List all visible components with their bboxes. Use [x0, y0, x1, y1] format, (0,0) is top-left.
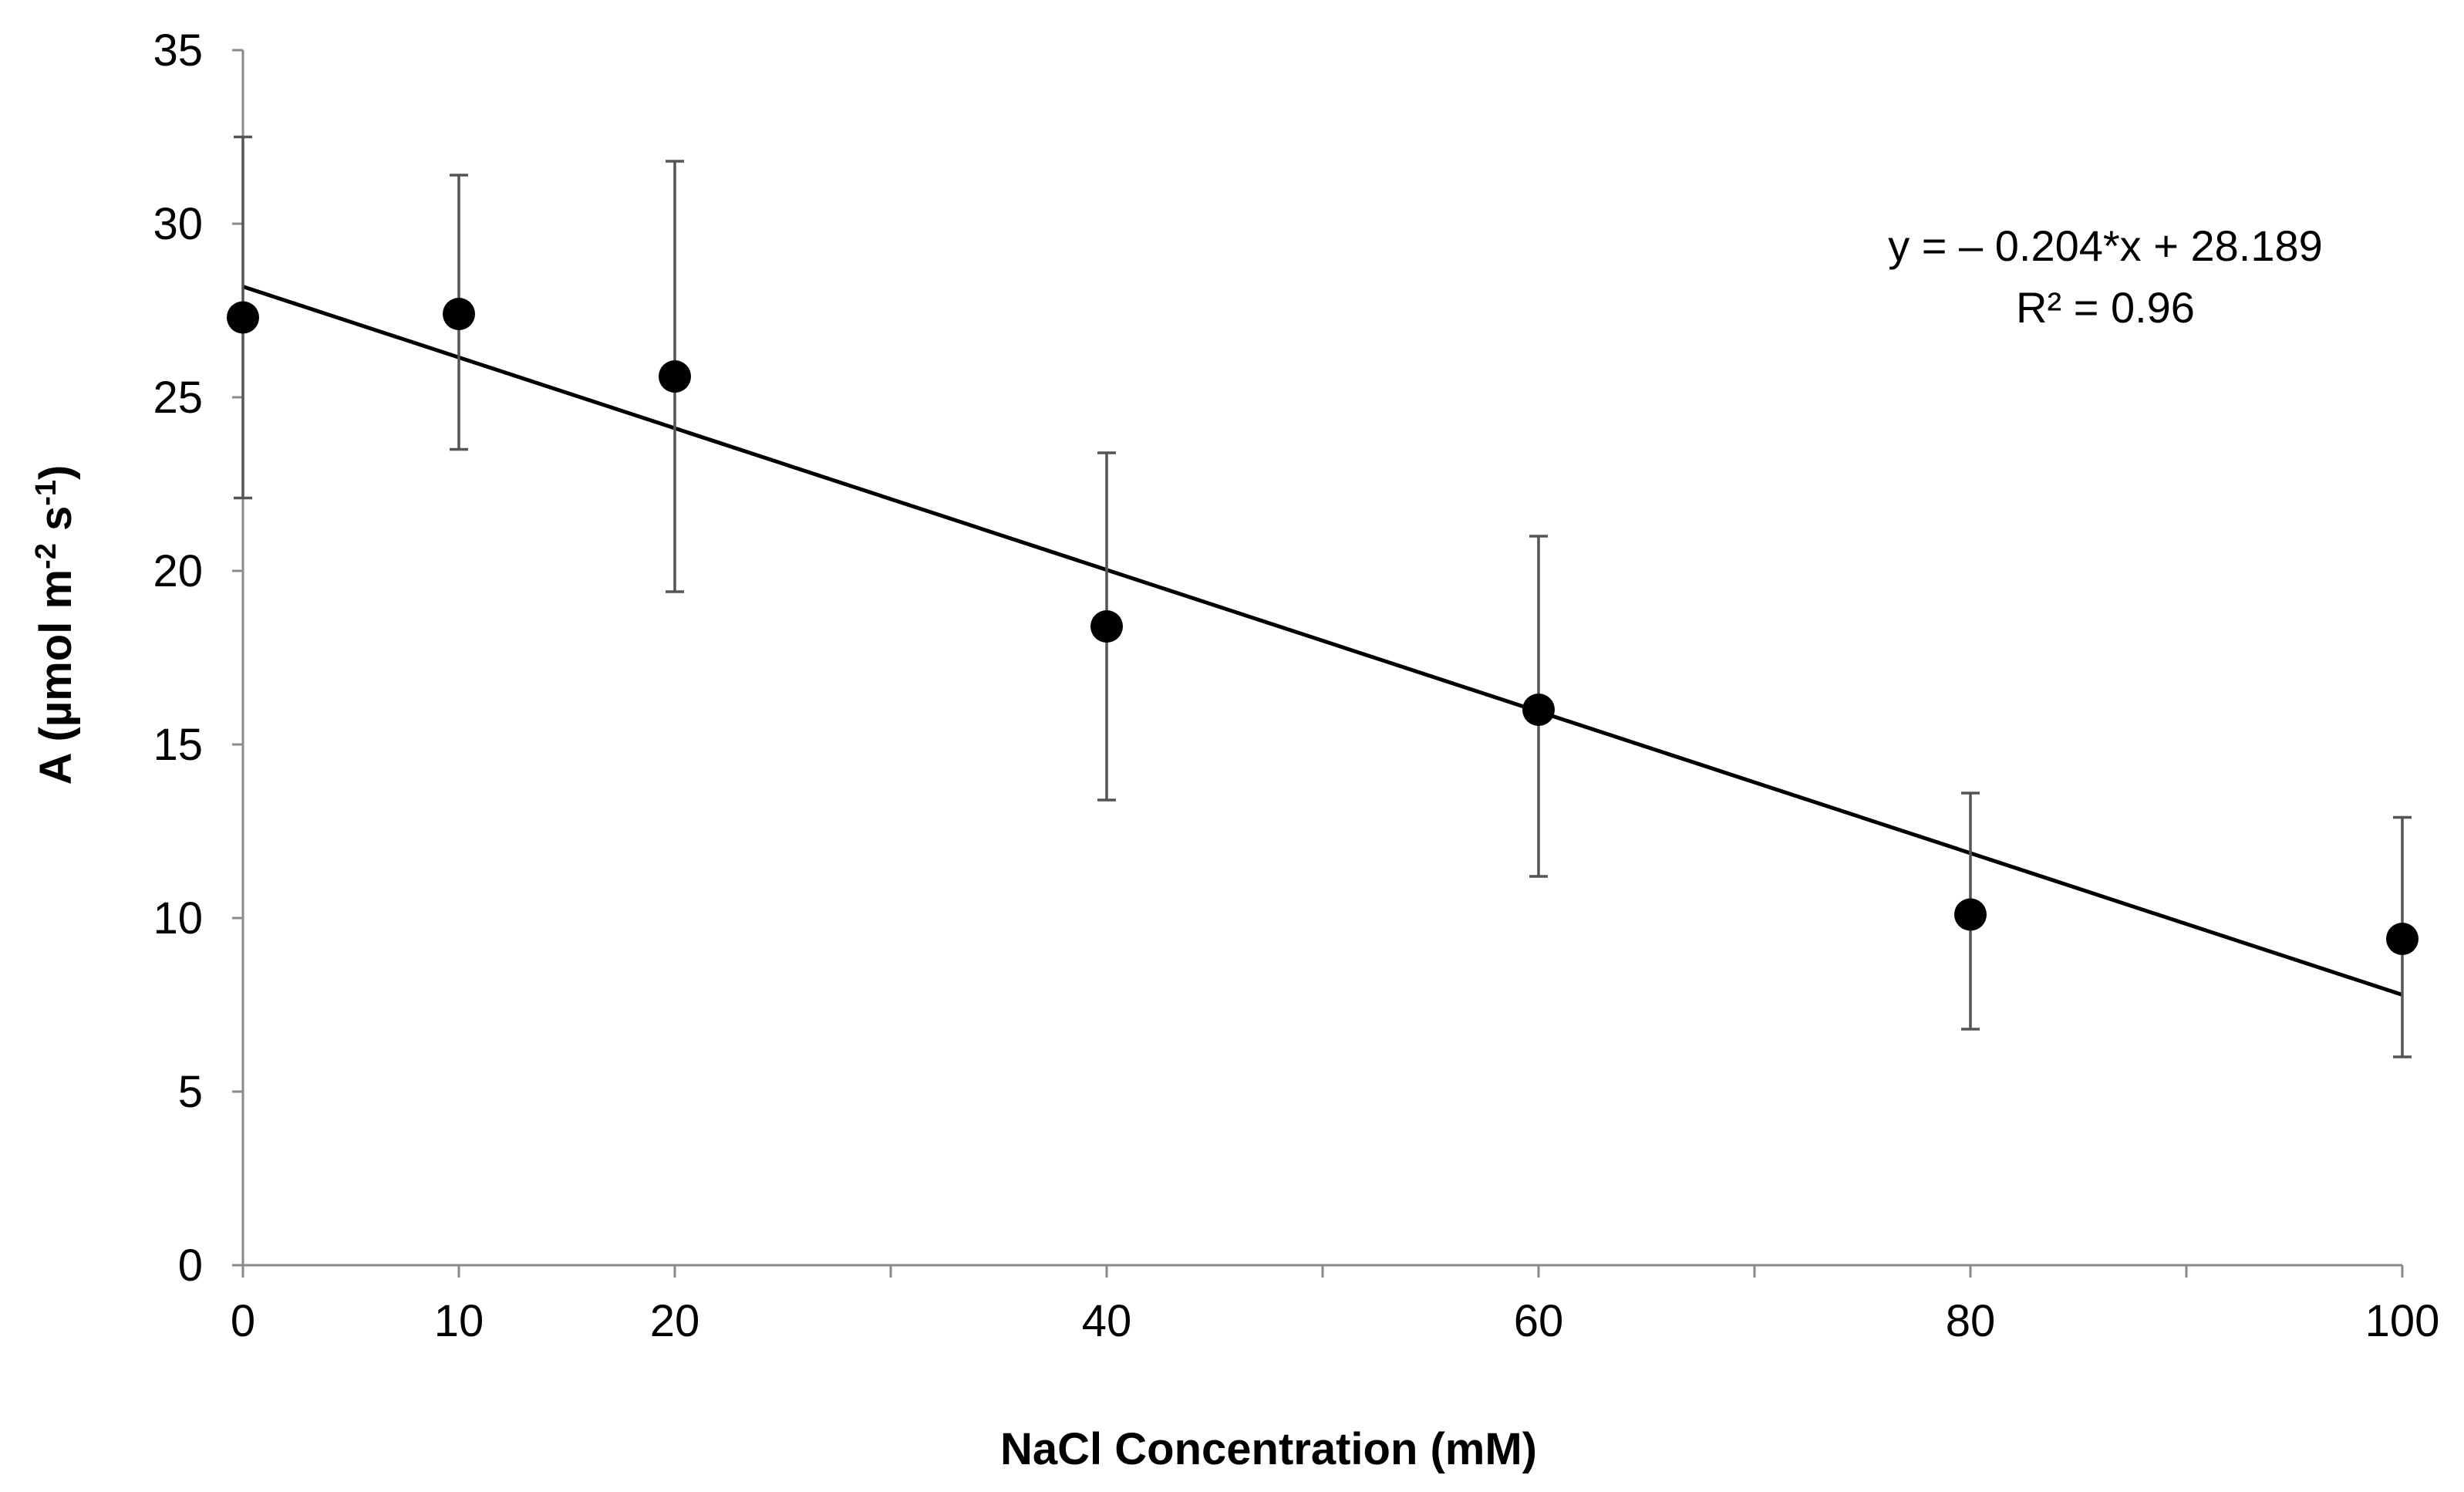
- r-squared-annotation: R² = 0.96: [2016, 283, 2195, 332]
- error-bars: [234, 135, 2412, 1058]
- x-axis-title: NaCl Concentration (mM): [1000, 1424, 1537, 1474]
- y-tick-label: 30: [153, 199, 203, 249]
- x-tick-label: 20: [650, 1296, 700, 1346]
- x-tick-label: 0: [231, 1296, 255, 1346]
- data-point: [2386, 923, 2418, 955]
- y-axis-title-mid: s: [31, 506, 81, 543]
- y-tick-label: 35: [153, 25, 203, 76]
- x-tick-label: 80: [1946, 1296, 1996, 1346]
- data-point: [659, 360, 691, 393]
- data-point: [1522, 694, 1555, 726]
- y-tick-label: 0: [178, 1241, 203, 1291]
- data-points: [227, 298, 2418, 955]
- y-tick-label: 25: [153, 373, 203, 423]
- data-point: [1090, 610, 1123, 643]
- y-axis-title-end: ): [31, 465, 81, 480]
- x-tick-label: 60: [1514, 1296, 1564, 1346]
- data-point: [443, 298, 475, 330]
- equation-annotation: y = – 0.204*x + 28.189: [1888, 221, 2323, 270]
- y-tick-label: 10: [153, 893, 203, 943]
- ticks: 0 5 10 15 20 25 30 35 0 10 20 40 60 80 100: [153, 25, 2439, 1346]
- x-tick-label: 100: [2365, 1296, 2440, 1346]
- y-axis-title-sup1: -2: [30, 543, 62, 569]
- y-tick-label: 20: [153, 546, 203, 596]
- y-axis-title: A (µmol m-2 s-1): [30, 465, 81, 785]
- trendline-group: [242, 285, 2403, 997]
- data-point: [1954, 898, 1987, 931]
- x-tick-label: 10: [434, 1296, 484, 1346]
- y-tick-label: 5: [178, 1067, 203, 1117]
- trendline: [242, 285, 2403, 997]
- x-tick-label: 40: [1082, 1296, 1132, 1346]
- y-tick-label: 15: [153, 720, 203, 770]
- y-axis-title-sup2: -1: [30, 480, 62, 506]
- data-point: [227, 301, 259, 334]
- y-axis-title-main: A (µmol m: [31, 569, 81, 785]
